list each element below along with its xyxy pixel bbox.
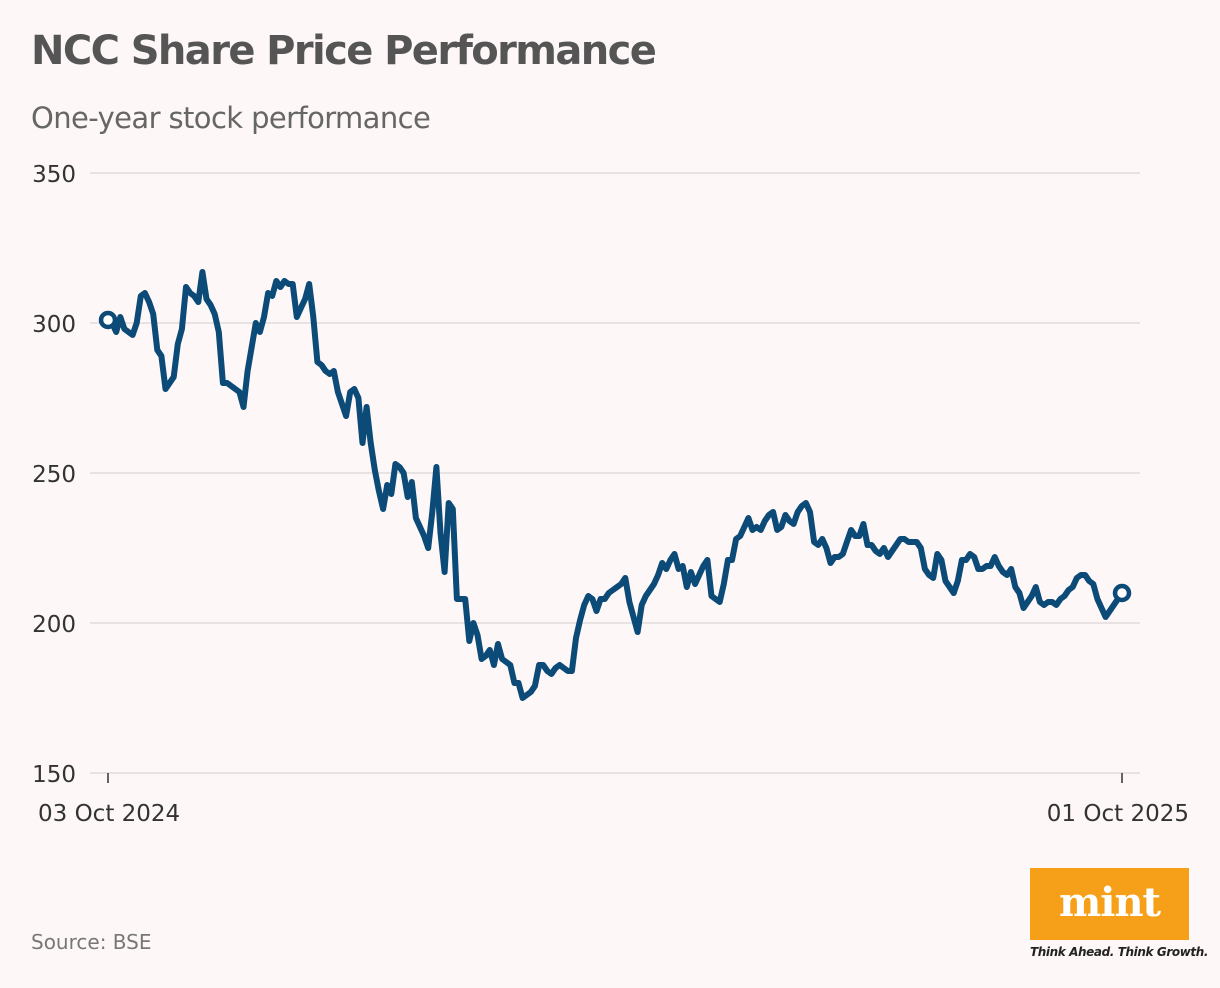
series-layer (98, 269, 1132, 701)
mint-tagline: Think Ahead. Think Growth. (1030, 945, 1209, 959)
chart-title: NCC Share Price Performance (31, 28, 657, 74)
x-tick-label: 01 Oct 2025 (1047, 801, 1189, 827)
y-tick-label: 350 (32, 162, 76, 188)
end-point-marker (1112, 583, 1132, 603)
chart-subtitle: One-year stock performance (31, 101, 431, 135)
y-tick-label: 250 (32, 462, 76, 488)
x-tick-label: 03 Oct 2024 (38, 801, 180, 827)
x-axis: 03 Oct 2024 01 Oct 2025 (38, 773, 1189, 827)
price-line (105, 269, 1125, 701)
y-tick-label: 300 (32, 312, 76, 338)
y-tick-label: 150 (32, 762, 76, 788)
start-point-marker (98, 310, 118, 330)
y-tick-label: 200 (32, 612, 76, 638)
mint-logo: mint (1030, 868, 1189, 940)
y-axis-tick-labels: 150 200 250 300 350 (32, 162, 76, 788)
gridlines (90, 172, 1140, 774)
source-note: Source: BSE (31, 930, 152, 954)
